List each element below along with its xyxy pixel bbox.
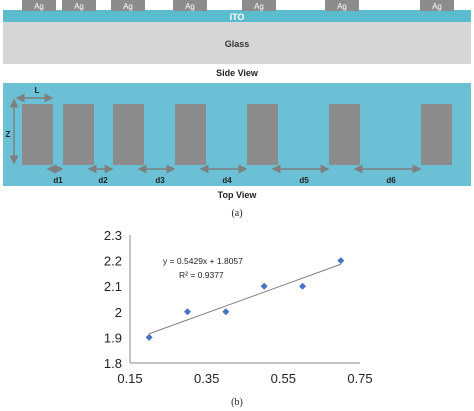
data-points: [145, 257, 345, 341]
electrode-label: Ag: [123, 2, 133, 11]
data-point: [299, 282, 306, 290]
equation-label: y = 0.5429x + 1.8057: [163, 256, 243, 266]
height-label: Z: [6, 130, 11, 139]
data-point: [260, 282, 268, 290]
top-electrode: [113, 104, 144, 165]
data-point: [184, 308, 191, 316]
top-electrode: [247, 104, 278, 165]
data-point: [337, 257, 345, 265]
y-tick-label: 2.2: [104, 254, 122, 269]
x-tick-label: 0.75: [347, 371, 372, 386]
side-view-caption: Side View: [216, 68, 259, 78]
gap-label: d3: [155, 176, 165, 185]
electrode-label: Ag: [254, 2, 264, 11]
panel-b-label: (b): [231, 397, 243, 408]
panel-a-label: (a): [231, 208, 242, 219]
y-tick-label: 2: [115, 305, 122, 320]
electrode-label: Ag: [74, 2, 84, 11]
glass-label: Glass: [225, 39, 250, 49]
r2-label: R² = 0.9377: [179, 270, 224, 280]
y-tick-labels: 1.8 1.9 2 2.1 2.2 2.3: [104, 228, 122, 371]
electrode-label: Ag: [34, 2, 44, 11]
side-electrode: Ag: [173, 0, 207, 11]
electrode-label: Ag: [337, 2, 347, 11]
data-point: [145, 333, 153, 341]
data-point: [222, 308, 230, 316]
top-view-caption: Top View: [218, 190, 258, 200]
top-electrode: [63, 104, 94, 165]
electrode-label: Ag: [432, 2, 442, 11]
y-tick-label: 1.9: [104, 330, 122, 345]
side-electrode: Ag: [111, 0, 145, 11]
gap-label: d5: [299, 176, 309, 185]
side-electrodes: Ag Ag Ag Ag Ag Ag: [22, 0, 454, 11]
side-electrode: Ag: [242, 0, 276, 11]
side-electrode: Ag: [22, 0, 56, 11]
side-view: ITO Glass Ag Ag Ag Ag Ag: [3, 0, 471, 78]
top-electrodes: [22, 104, 452, 165]
top-electrode: [175, 104, 206, 165]
gap-label: d1: [53, 176, 63, 185]
top-electrode: [22, 104, 53, 165]
width-label: L: [35, 86, 40, 95]
top-electrode: [421, 104, 452, 165]
side-electrode: Ag: [62, 0, 96, 11]
electrode-label: Ag: [185, 2, 195, 11]
y-tick-label: 2.1: [104, 279, 122, 294]
scatter-chart: 1.8 1.9 2 2.1 2.2 2.3 0.15 0.35 0.55 0.75 y = 0.…: [104, 228, 373, 386]
top-view: L Z d1 d2 d3 d4 d5 d6 Top View: [3, 83, 471, 200]
gap-labels: d1 d2 d3 d4 d5 d6: [53, 176, 396, 185]
ito-layer: [3, 10, 471, 22]
gap-label: d6: [386, 176, 396, 185]
gap-label: d2: [98, 176, 108, 185]
gap-label: d4: [222, 176, 232, 185]
y-tick-label: 2.3: [104, 228, 122, 243]
x-tick-label: 0.35: [194, 371, 219, 386]
x-tick-labels: 0.15 0.35 0.55 0.75: [117, 371, 372, 386]
trendline: [148, 263, 342, 335]
side-electrode: Ag: [420, 0, 454, 11]
y-tick-label: 1.8: [104, 356, 122, 371]
side-electrode: Ag: [325, 0, 359, 11]
top-electrode: [329, 104, 360, 165]
ito-label: ITO: [230, 12, 245, 22]
glass-layer: [3, 22, 471, 64]
x-tick-label: 0.55: [271, 371, 296, 386]
x-tick-label: 0.15: [117, 371, 142, 386]
